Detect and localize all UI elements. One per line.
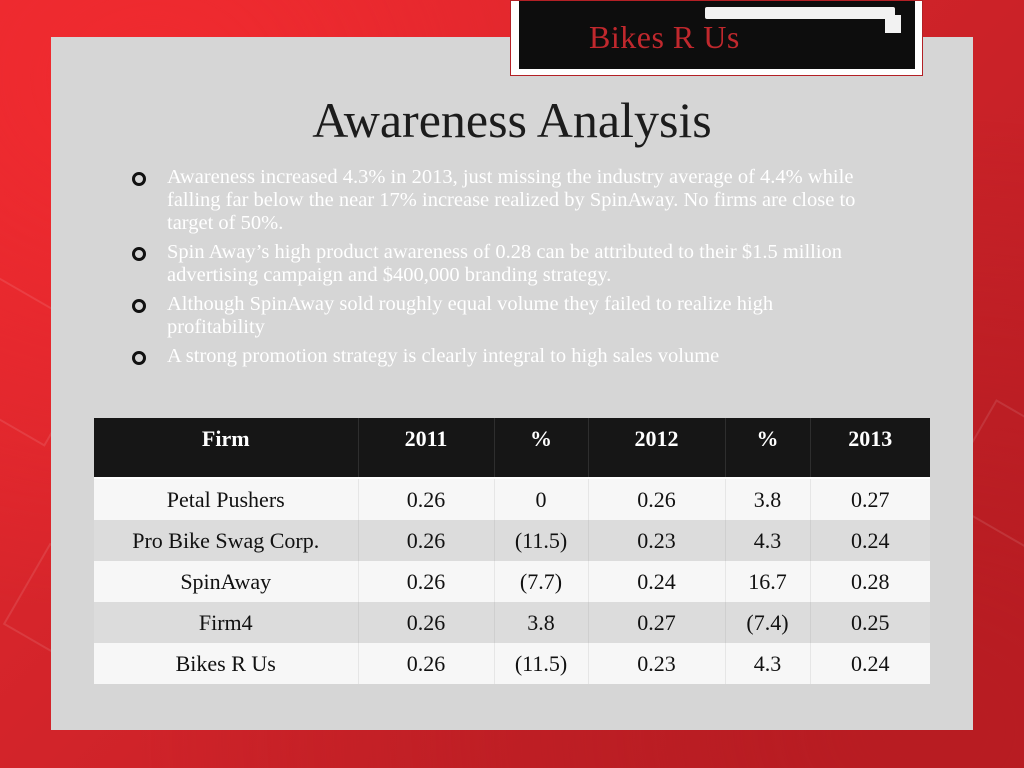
bike-handlebar-end-icon [885,15,901,33]
bullet-item: Spin Away’s high product awareness of 0.… [130,241,870,287]
value-cell: 0.24 [809,643,930,684]
logo-image: Bikes R Us [519,1,915,69]
bike-handlebar-icon [705,7,895,19]
value-cell: 0.27 [587,602,725,643]
column-header-2012: 2012 [587,418,725,478]
value-cell: 0.26 [357,477,494,520]
value-cell: 0.28 [809,561,930,602]
value-cell: (7.7) [493,561,588,602]
firm-cell: Bikes R Us [94,643,358,684]
bullet-text: Although SpinAway sold roughly equal vol… [167,293,774,338]
ring-bullet-icon [132,299,146,313]
bullet-item: A strong promotion strategy is clearly i… [130,345,870,368]
slide-title: Awareness Analysis [312,92,712,148]
value-cell: (11.5) [493,643,588,684]
logo-text: Bikes R Us [589,19,740,55]
column-header-change-2012: % [493,418,588,478]
table-header-row: Firm 2011 % 2012 % 2013 [94,418,930,478]
bullet-item: Although SpinAway sold roughly equal vol… [130,293,870,339]
value-cell: 0.26 [357,520,494,561]
value-cell: 16.7 [724,561,810,602]
value-cell: 3.8 [724,477,810,520]
firm-cell: SpinAway [94,561,358,602]
value-cell: 0.26 [357,643,494,684]
bullet-item: Awareness increased 4.3% in 2013, just m… [130,166,870,235]
awareness-table: Firm 2011 % 2012 % 2013 Petal Pushers 0.… [94,418,930,684]
value-cell: 4.3 [724,520,810,561]
value-cell: 0.26 [587,477,725,520]
table-row: Firm4 0.26 3.8 0.27 (7.4) 0.25 [94,602,930,643]
value-cell: 0.24 [587,561,725,602]
value-cell: 0.25 [809,602,930,643]
table-row: Bikes R Us 0.26 (11.5) 0.23 4.3 0.24 [94,643,930,684]
ring-bullet-icon [132,351,146,365]
bullet-text: A strong promotion strategy is clearly i… [167,345,720,367]
company-logo: Bikes R Us [510,0,923,76]
bullet-list: Awareness increased 4.3% in 2013, just m… [130,166,870,374]
firm-cell: Firm4 [94,602,358,643]
value-cell: 0.26 [357,561,494,602]
ring-bullet-icon [132,247,146,261]
value-cell: 3.8 [493,602,588,643]
value-cell: 0.27 [809,477,930,520]
firm-cell: Pro Bike Swag Corp. [94,520,358,561]
value-cell: 4.3 [724,643,810,684]
value-cell: (11.5) [493,520,588,561]
value-cell: 0.24 [809,520,930,561]
bullet-text: Spin Away’s high product awareness of 0.… [167,241,843,286]
column-header-firm: Firm [94,418,358,478]
table-row: Pro Bike Swag Corp. 0.26 (11.5) 0.23 4.3… [94,520,930,561]
table-row: Petal Pushers 0.26 0 0.26 3.8 0.27 [94,477,930,520]
value-cell: 0.23 [587,520,725,561]
value-cell: (7.4) [724,602,810,643]
table-row: SpinAway 0.26 (7.7) 0.24 16.7 0.28 [94,561,930,602]
column-header-2013: 2013 [809,418,930,478]
ring-bullet-icon [132,172,146,186]
column-header-2011: 2011 [357,418,494,478]
firm-cell: Petal Pushers [94,477,358,520]
bullet-text: Awareness increased 4.3% in 2013, just m… [167,166,856,234]
value-cell: 0 [493,477,588,520]
value-cell: 0.26 [357,602,494,643]
column-header-change-2013: % [724,418,810,478]
value-cell: 0.23 [587,643,725,684]
